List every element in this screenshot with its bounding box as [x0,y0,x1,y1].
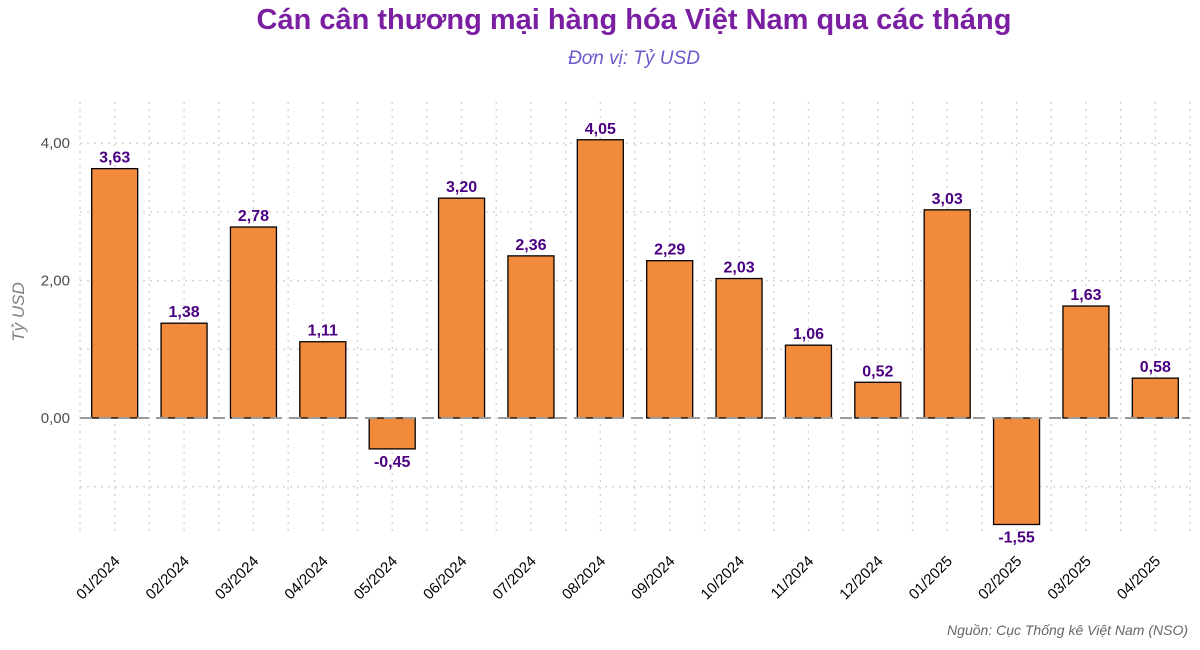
data-label: 2,29 [654,242,685,259]
data-label: 3,63 [99,150,130,167]
x-tick-label: 05/2024 [351,553,401,603]
bar-07-2024 [507,255,555,419]
x-axis-ticks: 01/2024 02/2024 03/2024 04/2024 05/2024 06/20… [73,553,1164,603]
chart-subtitle: Đơn vị: Tỷ USD [568,48,700,69]
bar-04-2025 [1131,377,1179,419]
source-note: Nguồn: Cục Thống kê Việt Nam (NSO) [947,622,1188,638]
x-tick-label: 02/2025 [975,553,1025,603]
x-tick-label: 04/2025 [1114,553,1164,603]
data-label: -0,45 [374,454,411,471]
bar-05-2024 [368,417,416,450]
y-tick-label: 0,00 [41,410,70,427]
bar-09-2024 [646,260,694,419]
x-tick-label: 07/2024 [489,553,539,603]
x-tick-label: 12/2024 [836,553,886,603]
x-tick-label: 01/2025 [906,553,956,603]
y-tick-label: 2,00 [41,273,70,290]
data-label: 2,03 [723,260,754,277]
data-label: 1,38 [168,304,199,321]
data-labels: 3,63 1,38 2,78 1,11 -0,45 3,20 2,36 4,05 2,29 2,0… [99,121,1171,547]
data-label: 2,36 [515,237,546,254]
bar-12-2024 [854,381,902,419]
bar-06-2024 [437,197,486,419]
data-label: 0,58 [1140,359,1171,376]
bar-02-2025 [992,417,1041,526]
data-label: 4,05 [585,121,616,138]
data-label: 0,52 [862,363,893,380]
x-tick-label: 04/2024 [281,553,331,603]
data-label: 1,11 [308,323,338,340]
bar-03-2025 [1062,305,1110,419]
bar-01-2024 [91,167,139,419]
x-tick-label: 11/2024 [768,553,818,603]
y-axis-label: Tỷ USD [9,282,28,342]
data-label: 3,20 [446,179,477,196]
x-tick-label: 06/2024 [420,553,470,603]
bar-11-2024 [784,344,833,419]
x-tick-label: 10/2024 [698,553,748,603]
x-tick-label: 02/2024 [143,553,193,603]
data-label: -1,55 [998,529,1035,546]
bar-01-2025 [923,209,971,419]
bar-10-2024 [715,277,763,419]
bar-08-2024 [576,139,624,419]
data-label: 2,78 [238,208,269,225]
x-tick-label: 09/2024 [628,553,678,603]
x-tick-label: 01/2024 [73,553,123,603]
x-tick-label: 03/2025 [1044,553,1094,603]
y-tick-label: 4,00 [41,135,70,152]
data-label: 1,06 [793,326,824,343]
x-tick-label: 08/2024 [559,553,609,603]
data-label: 1,63 [1070,287,1101,304]
y-axis-ticks: 0,00 2,00 4,00 [41,135,70,427]
chart-title: Cán cân thương mại hàng hóa Việt Nam qua… [256,4,1012,36]
bar-04-2024 [299,341,347,419]
bars [80,139,1190,526]
x-tick-label: 03/2024 [212,553,262,603]
bar-02-2024 [160,322,208,419]
data-label: 3,03 [932,191,963,208]
bar-03-2024 [229,226,278,419]
